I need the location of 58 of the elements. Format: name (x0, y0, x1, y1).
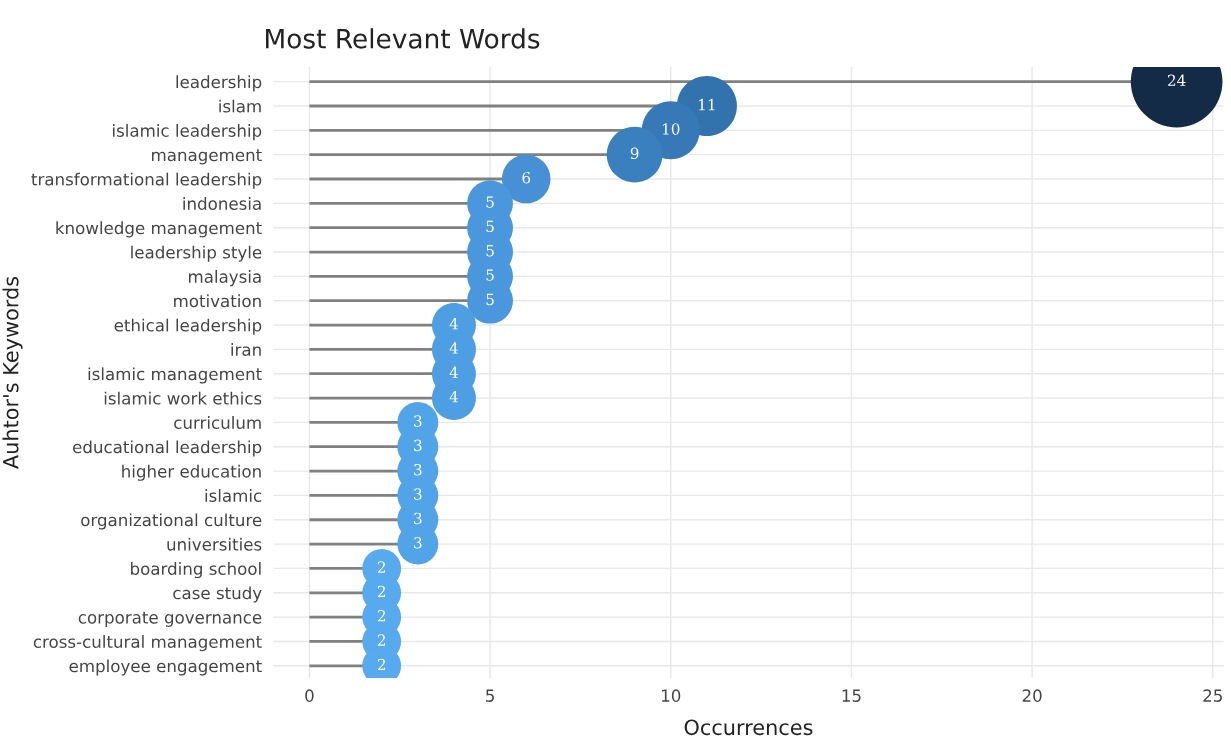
y-tick-label: universities (167, 537, 262, 551)
y-tick-label: motivation (174, 294, 261, 308)
data-label: 2 (377, 561, 386, 573)
data-label: 2 (377, 634, 386, 646)
data-label: 3 (414, 463, 422, 476)
x-tick-label: 10 (661, 689, 681, 702)
data-label: 4 (449, 342, 459, 354)
y-axis-title: Auhtor's Keywords (2, 276, 23, 469)
y-tick-label: knowledge management (56, 221, 262, 238)
y-tick-label: educational leadership (73, 440, 262, 457)
data-label: 4 (449, 317, 459, 330)
y-tick-label: ethical leadership (114, 318, 262, 335)
x-tick-label: 20 (1022, 689, 1042, 702)
data-label: 5 (486, 293, 494, 306)
y-tick-label: employee engagement (69, 659, 262, 676)
y-tick-label: higher education (122, 464, 261, 481)
x-tick-label: 25 (1203, 689, 1222, 702)
x-tick-label: 15 (842, 689, 861, 702)
data-label: 3 (414, 512, 422, 525)
y-tick-label: indonesia (183, 197, 261, 210)
data-label: 3 (414, 536, 422, 549)
data-label: 11 (699, 98, 715, 111)
x-tick-label: 5 (486, 689, 494, 702)
data-label: 6 (522, 171, 531, 184)
y-tick-label: islamic work ethics (104, 391, 262, 405)
data-label: 4 (449, 366, 459, 378)
data-label: 3 (414, 439, 422, 452)
y-tick-label: curriculum (174, 416, 261, 429)
data-label: 4 (449, 390, 459, 403)
y-tick-label: transformational leadership (31, 172, 262, 189)
data-label: 9 (630, 147, 639, 160)
data-label: 2 (377, 585, 386, 597)
data-label: 2 (377, 609, 386, 622)
y-tick-label: organizational culture (81, 513, 262, 530)
y-tick-label: islamic (205, 489, 262, 502)
y-tick-label: malaysia (189, 270, 261, 287)
y-tick-label: islam (219, 99, 261, 113)
y-tick-label: islamic management (88, 367, 262, 384)
y-tick-label: islamic leadership (113, 124, 262, 141)
y-tick-label: management (152, 149, 262, 165)
y-tick-label: boarding school (131, 562, 261, 579)
x-tick-label: 0 (305, 689, 314, 702)
data-label: 3 (414, 415, 422, 427)
data-label: 3 (414, 488, 422, 500)
data-label: 5 (486, 196, 494, 208)
chart-title: Most Relevant Words (266, 28, 540, 49)
y-tick-label: iran (231, 343, 261, 356)
y-tick-label: leadership (176, 75, 262, 92)
x-axis-title: Occurrences (684, 719, 813, 736)
data-label: 5 (486, 220, 494, 233)
data-label: 2 (377, 658, 386, 670)
y-tick-label: corporate governance (78, 611, 262, 627)
data-label: 5 (486, 269, 494, 281)
y-tick-label: leadership style (131, 245, 262, 262)
data-label: 5 (486, 245, 494, 257)
y-tick-label: cross-cultural management (33, 635, 262, 652)
y-tick-label: case study (173, 586, 262, 603)
data-label: 10 (662, 123, 680, 135)
